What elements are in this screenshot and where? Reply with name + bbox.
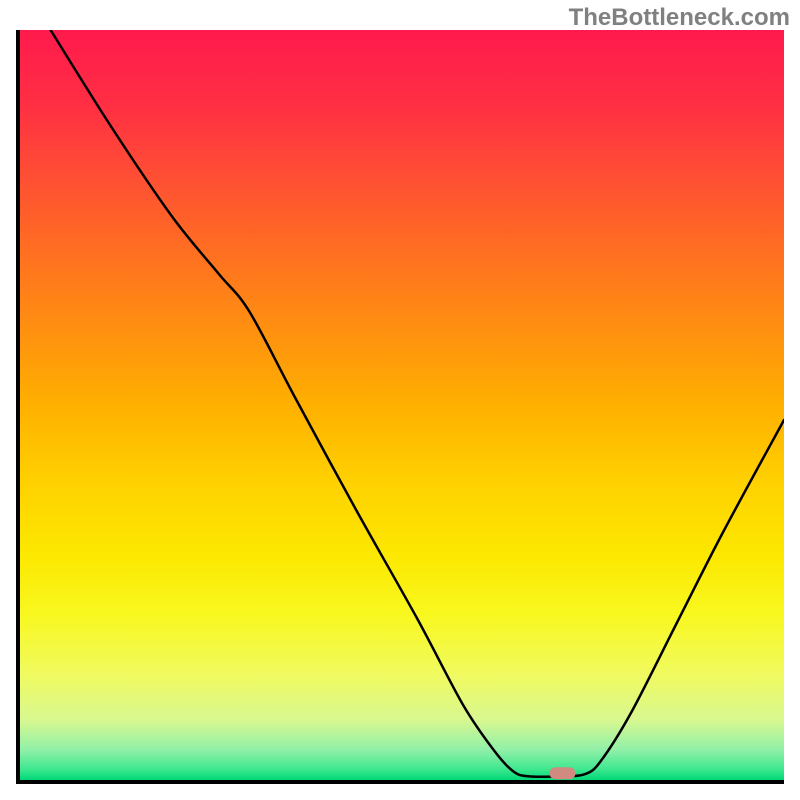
chart-container: TheBottleneck.com: [0, 0, 800, 800]
watermark-text: TheBottleneck.com: [569, 4, 790, 32]
chart-area: [16, 30, 784, 784]
chart-svg: [16, 30, 784, 784]
